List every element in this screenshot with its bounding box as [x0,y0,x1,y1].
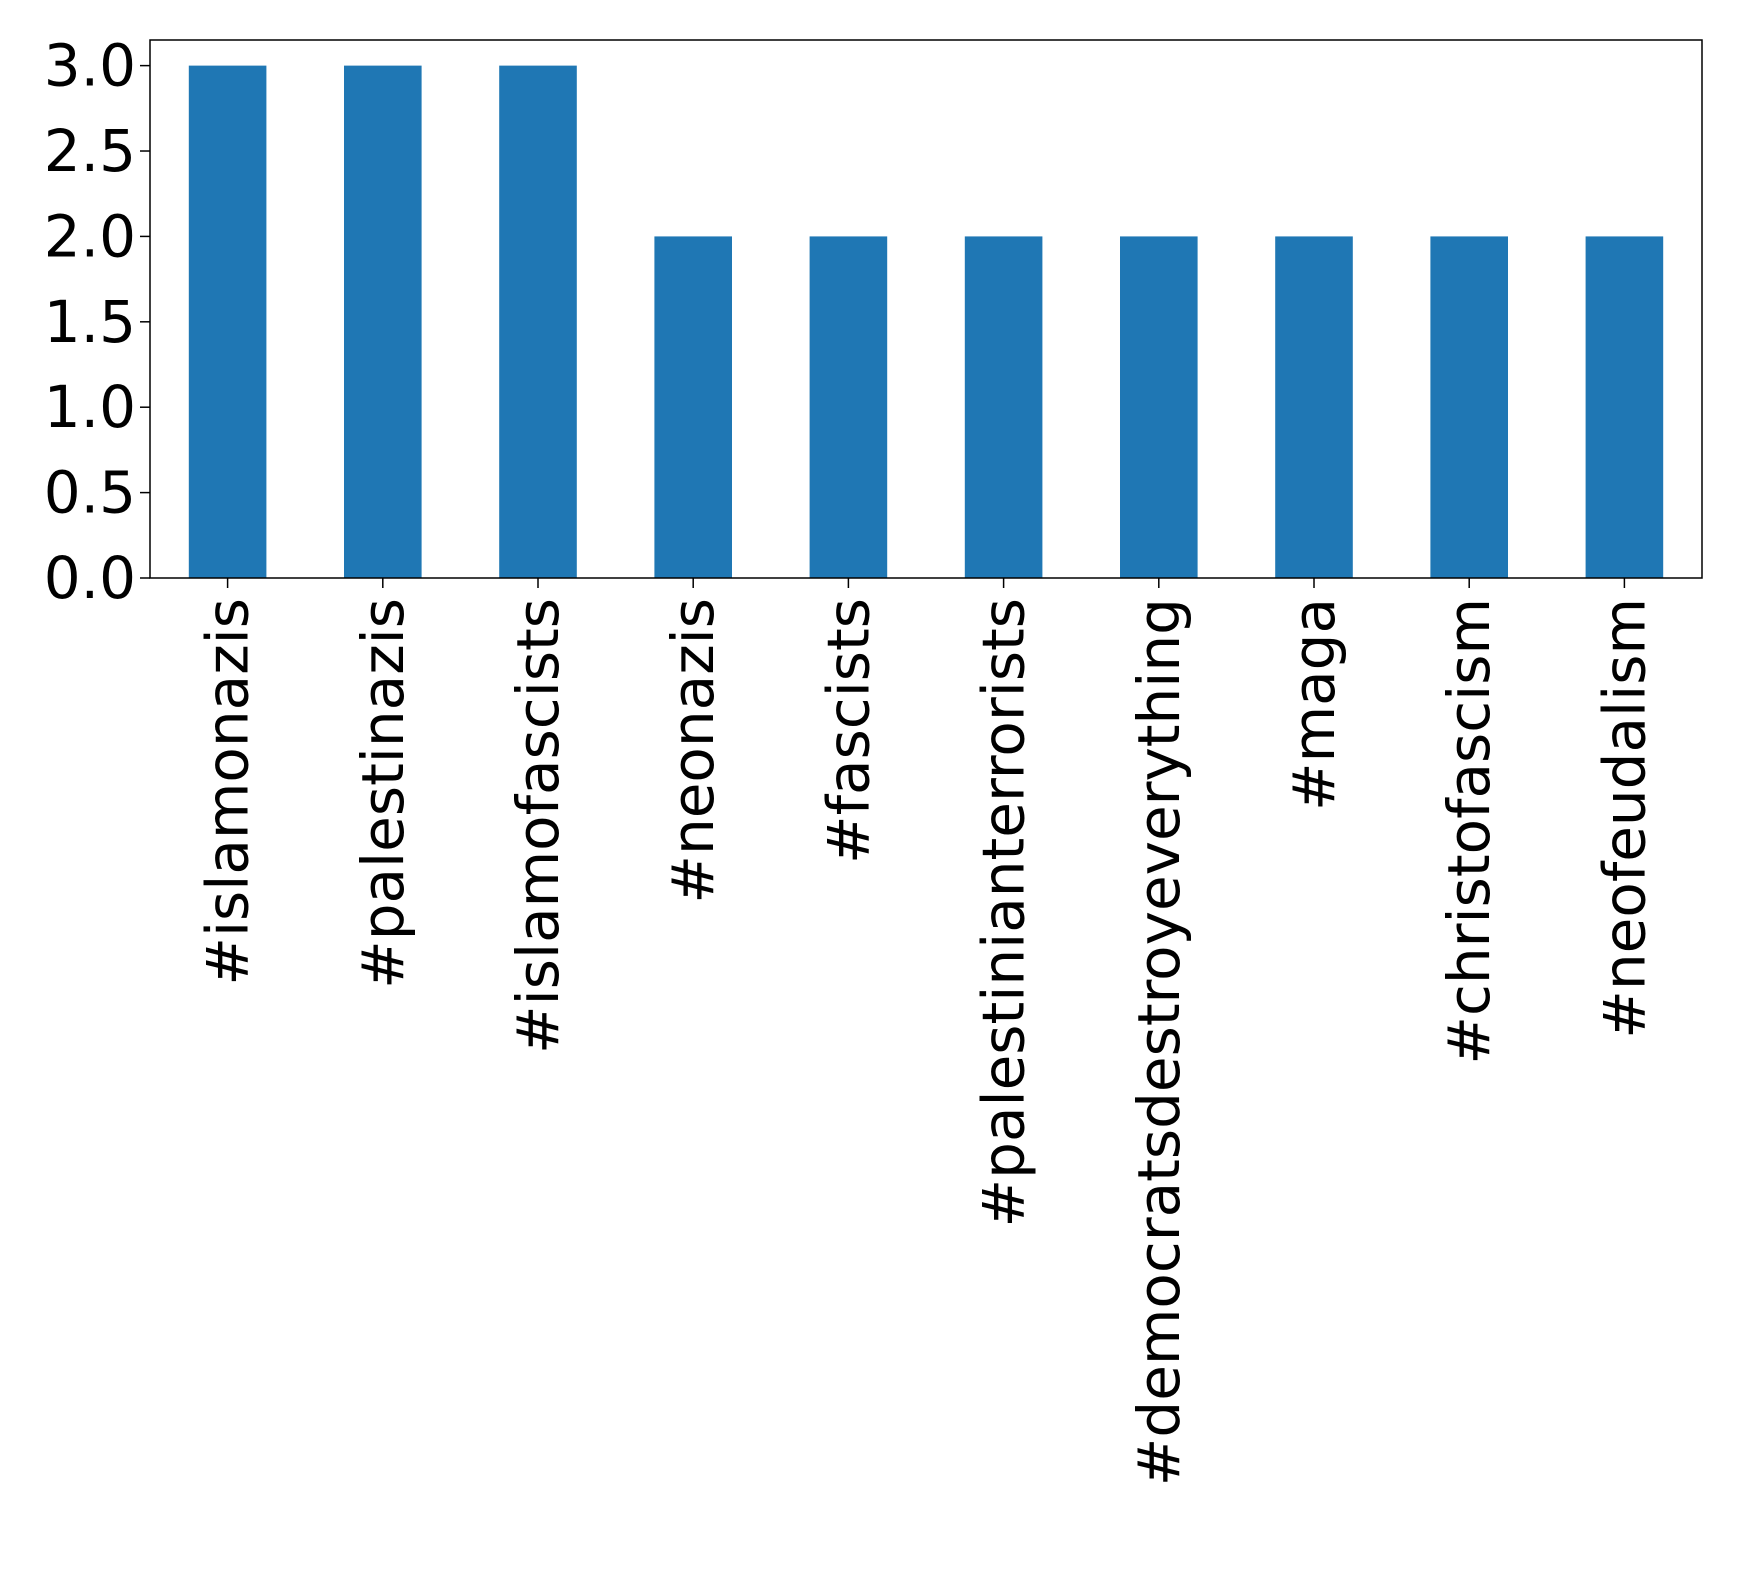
y-tick-label-1: 0.5 [44,459,136,527]
y-tick-label-0: 0.0 [44,544,136,612]
plot-frame [149,39,1703,579]
x-ticks-group: #islamonazis #palestinazis #islamofascists… [194,578,1658,1486]
bar-8 [1430,236,1508,578]
x-tick-label-0: #islamonazis [194,598,262,986]
y-tick-label-4: 2.0 [44,202,136,270]
x-tick-label-8: #christofascism [1435,598,1503,1065]
y-tick-label-5: 2.5 [44,117,136,185]
bar-7 [1275,236,1353,578]
x-tick-label-1: #palestinazis [349,598,417,989]
x-tick-label-6: #democratsdestroyeverything [1125,598,1193,1486]
x-tick-label-4: #fascists [814,598,882,864]
x-tick-label-7: #maga [1280,598,1348,811]
x-tick-label-5: #palestinianterrorists [970,598,1038,1227]
bar-1 [344,65,422,579]
bar-2 [499,65,577,579]
bar-3 [654,236,732,578]
bar-0 [188,65,267,579]
bars-group [188,65,1664,579]
x-tick-label-9: #neofeudalism [1590,598,1658,1039]
y-ticks-group: 0.0 0.5 1.0 1.5 2.0 2.5 3.0 [44,32,150,612]
bar-6 [1120,236,1198,578]
y-tick-label-6: 3.0 [44,32,136,100]
x-tick-label-3: #neonazis [659,598,727,904]
x-tick-label-2: #islamofascists [504,598,572,1054]
y-tick-label-2: 1.0 [44,373,136,441]
bar-4 [809,236,888,578]
bar-5 [964,236,1043,578]
bar-9 [1585,236,1664,578]
y-tick-label-3: 1.5 [44,288,136,356]
